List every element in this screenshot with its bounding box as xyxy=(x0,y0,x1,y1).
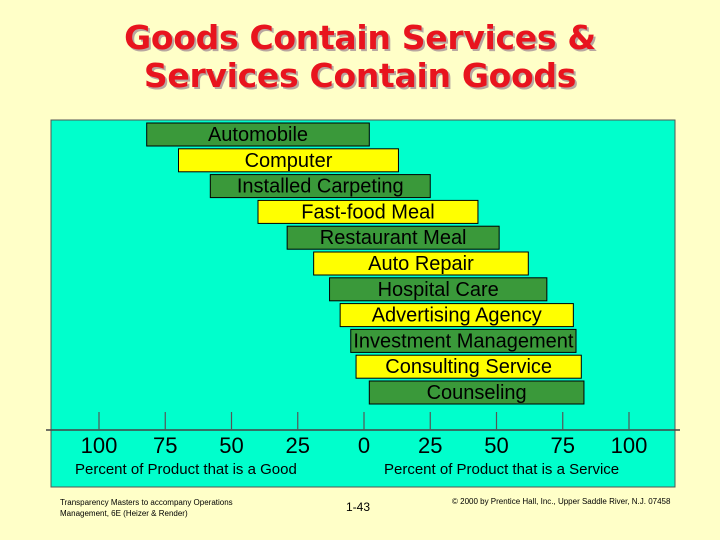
title-line-2: Services Contain Goods xyxy=(143,56,577,95)
tick-label: 75 xyxy=(153,433,177,458)
bar-advertising-agency xyxy=(339,303,574,328)
bar-counseling xyxy=(368,380,585,405)
bar-label: Investment Management xyxy=(353,330,574,352)
tick-label: 50 xyxy=(219,433,243,458)
tick-label: 75 xyxy=(551,433,575,458)
x-label-services: Percent of Product that is a Service xyxy=(384,461,619,478)
bar-label: Hospital Care xyxy=(378,279,499,301)
tick-label: 100 xyxy=(611,433,648,458)
tick-label: 50 xyxy=(484,433,508,458)
bar-auto-repair xyxy=(313,251,529,276)
bar-label: Computer xyxy=(245,150,333,172)
bar-installed-carpeting xyxy=(209,174,431,199)
page-number: 1-43 xyxy=(346,500,371,514)
footer-credit-line-1: Transparency Masters to accompany Operat… xyxy=(60,498,233,507)
copyright: © 2000 by Prentice Hall, Inc., Upper Sad… xyxy=(452,497,671,506)
tick-label: 25 xyxy=(418,433,442,458)
tick-label: 0 xyxy=(358,433,370,458)
bar-fast-food-meal xyxy=(257,199,479,224)
bar-label: Auto Repair xyxy=(368,253,474,275)
footer-credit: Transparency Masters to accompany Operat… xyxy=(60,497,280,519)
bar-label: Automobile xyxy=(208,124,308,146)
bar-investment-management xyxy=(350,328,577,353)
bar-label: Counseling xyxy=(427,382,527,404)
tick-label: 100 xyxy=(81,433,118,458)
bar-restaurant-meal xyxy=(286,225,500,250)
bar-label: Advertising Agency xyxy=(372,305,542,327)
bar-label: Restaurant Meal xyxy=(320,227,467,249)
x-label-goods: Percent of Product that is a Good xyxy=(75,461,297,478)
title-line-1: Goods Contain Services & xyxy=(124,18,596,57)
bar-label: Fast-food Meal xyxy=(301,201,434,223)
tick-label: 25 xyxy=(286,433,310,458)
bar-hospital-care xyxy=(329,277,548,302)
bar-automobile xyxy=(146,122,370,147)
footer-credit-line-2: Management, 6E (Heizer & Render) xyxy=(60,509,188,518)
bar-label: Installed Carpeting xyxy=(237,176,404,198)
bar-consulting-service xyxy=(355,354,582,379)
bar-label: Consulting Service xyxy=(385,356,552,378)
bar-computer xyxy=(178,148,399,173)
